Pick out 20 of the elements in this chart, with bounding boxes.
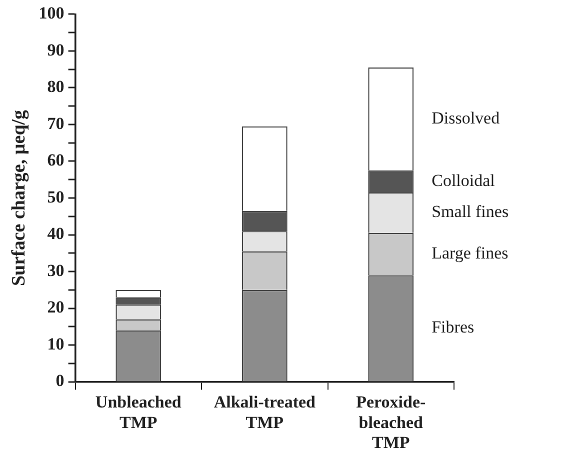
y-tick-label: 10 [47,334,64,354]
y-tick-label: 70 [47,114,64,133]
series-label: Large fines [432,244,508,263]
y-tick-label: 90 [47,40,64,60]
series-label: Small fines [432,202,509,222]
series-label: Colloidal [432,170,496,190]
x-tick-label: Peroxide-bleached TMP [356,392,426,452]
x-tick-label: Unbleached TMP [95,392,182,432]
series-label: Fibres [432,318,474,337]
x-tick-label: Alkali-treated TMP [214,392,316,432]
y-tick-label: 50 [47,187,64,206]
y-tick-label: 0 [56,371,64,390]
y-tick-label: 60 [47,150,64,170]
y-tick-label: 30 [47,260,64,280]
y-tick-label: 20 [47,298,64,317]
series-label: Dissolved [432,108,500,128]
y-tick-label: 80 [47,77,64,96]
y-tick-label: 100 [38,4,64,23]
y-axis-title: Surface charge, µeq/g [8,109,30,286]
y-tick-label: 40 [47,224,64,244]
